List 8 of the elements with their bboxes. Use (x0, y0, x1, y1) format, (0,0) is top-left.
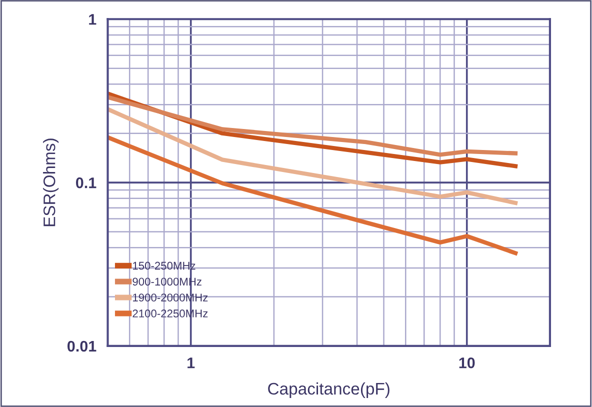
legend-label: 1900-2000MHz (133, 294, 208, 302)
x-axis-title: Capacitance(pF) (268, 382, 390, 398)
y-tick-label: 1 (89, 14, 96, 25)
y-tick-label: 0.01 (68, 340, 96, 352)
y-axis-title: ESR(Ohms) (43, 138, 59, 226)
y-tick-label: 0.1 (76, 177, 96, 188)
x-tick-label: 10 (459, 357, 475, 368)
legend-label: 150-250MHz (133, 262, 196, 270)
